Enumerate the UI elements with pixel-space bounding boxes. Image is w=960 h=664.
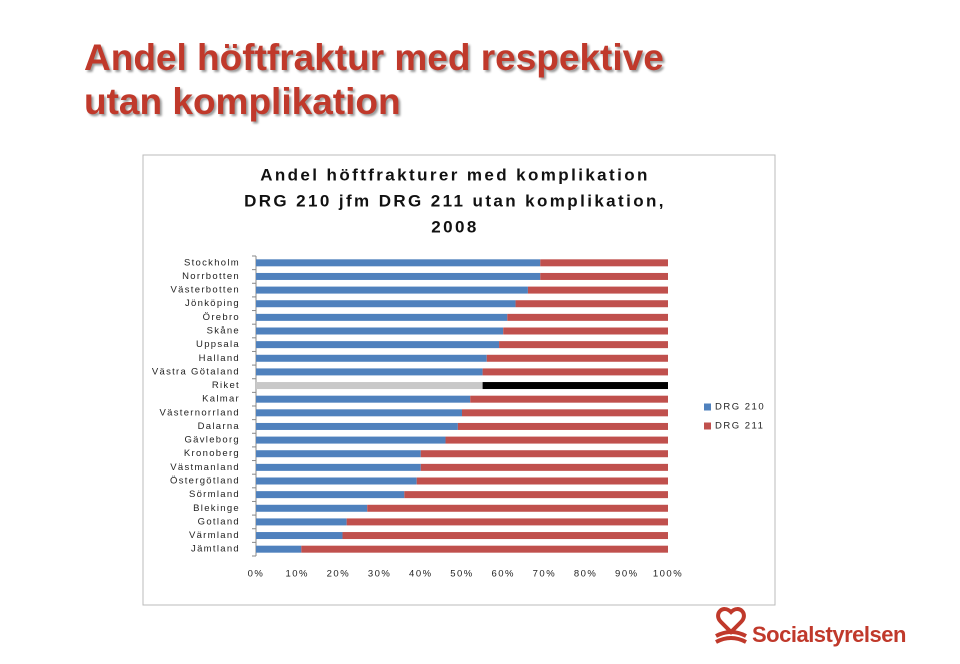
bar-segment — [515, 300, 668, 308]
chart-title: DRG 210 jfm DRG 211 utan komplikation, — [244, 191, 666, 210]
bar-segment — [420, 463, 668, 471]
x-tick-label: 0% — [248, 569, 265, 580]
bar-segment — [256, 545, 302, 553]
bar-segment — [462, 409, 668, 417]
category-label: Jönköping — [185, 298, 240, 309]
x-tick-label: 100% — [653, 569, 683, 580]
bar-segment — [256, 368, 483, 376]
bar-segment — [367, 504, 668, 512]
bar-segment — [256, 354, 487, 362]
bar-segment — [256, 422, 458, 430]
bar-segment — [256, 504, 368, 512]
x-tick-label: 50% — [450, 569, 474, 580]
bar-segment — [256, 259, 541, 267]
category-label: Norrbotten — [182, 271, 240, 282]
bar-segment — [256, 382, 483, 390]
bar-segment — [256, 477, 417, 485]
bar-segment — [256, 341, 500, 349]
bar-segment — [256, 327, 504, 335]
bar-segment — [482, 382, 668, 390]
legend-label: DRG 211 — [715, 421, 764, 432]
category-label: Blekinge — [193, 503, 240, 514]
category-label: Sörmland — [189, 489, 240, 500]
bar-segment — [256, 436, 446, 444]
x-tick-label: 10% — [285, 569, 309, 580]
category-label: Västerbotten — [171, 285, 240, 296]
bar-segment — [256, 518, 347, 526]
bar-segment — [486, 354, 668, 362]
category-label: Västra Götaland — [152, 366, 240, 377]
bar-segment — [346, 518, 668, 526]
bar-segment — [482, 368, 668, 376]
category-label: Uppsala — [196, 339, 240, 350]
logo-text: Socialstyrelsen — [752, 622, 906, 647]
bar-segment — [507, 313, 668, 321]
category-label: Stockholm — [184, 257, 240, 268]
legend-label: DRG 210 — [715, 402, 765, 413]
bar-segment — [256, 272, 541, 280]
chart-title: 2008 — [431, 217, 478, 236]
x-tick-label: 30% — [368, 569, 392, 580]
x-tick-label: 90% — [615, 569, 639, 580]
bar-segment — [342, 532, 668, 540]
x-tick-label: 80% — [574, 569, 598, 580]
bar-segment — [540, 272, 668, 280]
category-label: Kalmar — [202, 394, 240, 405]
category-label: Riket — [212, 380, 240, 391]
category-label: Dalarna — [198, 421, 240, 432]
category-label: Jämtland — [191, 544, 240, 555]
legend-swatch — [704, 403, 711, 411]
category-label: Skåne — [207, 326, 240, 337]
category-label: Örebro — [203, 312, 240, 323]
chart-frame — [142, 154, 776, 606]
category-label: Kronoberg — [184, 448, 240, 459]
category-label: Värmland — [189, 530, 240, 541]
slide-title-line: utan komplikation — [84, 81, 401, 122]
bar-segment — [256, 532, 343, 540]
chart-title: Andel höftfrakturer med komplikation — [260, 165, 650, 184]
bar-segment — [503, 327, 668, 335]
bar-segment — [256, 463, 421, 471]
category-label: Västmanland — [170, 462, 240, 473]
bar-segment — [256, 409, 462, 417]
bar-segment — [445, 436, 668, 444]
x-tick-label: 60% — [491, 569, 515, 580]
category-label: Gotland — [198, 516, 240, 527]
category-label: Östergötland — [170, 476, 240, 487]
bar-segment — [256, 286, 528, 294]
bar-segment — [416, 477, 668, 485]
category-label: Västernorrland — [159, 407, 240, 418]
legend-swatch — [704, 422, 711, 430]
bar-segment — [404, 491, 668, 499]
x-tick-label: 40% — [409, 569, 433, 580]
x-tick-label: 20% — [327, 569, 351, 580]
x-tick-label: 70% — [533, 569, 557, 580]
bar-segment — [499, 341, 668, 349]
category-label: Halland — [199, 353, 240, 364]
bar-segment — [256, 300, 516, 308]
bar-segment — [527, 286, 668, 294]
slide-title: Andel höftfraktur med respektive utan ko… — [84, 36, 664, 124]
bar-segment — [256, 395, 471, 403]
bar-segment — [256, 313, 508, 321]
bar-segment — [457, 422, 668, 430]
bar-segment — [301, 545, 668, 553]
bar-segment — [420, 450, 668, 458]
bar-segment — [256, 450, 421, 458]
bar-segment — [470, 395, 668, 403]
bar-segment — [256, 491, 405, 499]
slide-title-line: Andel höftfraktur med respektive — [84, 37, 664, 78]
bar-segment — [540, 259, 668, 267]
category-label: Gävleborg — [184, 435, 240, 446]
